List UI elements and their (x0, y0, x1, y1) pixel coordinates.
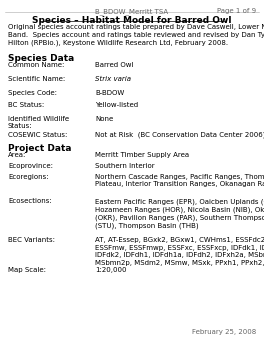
Text: Page 1 of 9: Page 1 of 9 (217, 8, 256, 14)
Text: Map Scale:: Map Scale: (8, 267, 46, 273)
Text: AT, AT-Essep, BGxk2, BGxw1, CWHms1, ESSFdc2, ESSFdcp,
ESSFmw, ESSFmwp, ESSFxc, E: AT, AT-Essep, BGxk2, BGxw1, CWHms1, ESSF… (95, 237, 264, 266)
Text: Scientific Name:: Scientific Name: (8, 76, 65, 83)
Text: COSEWIC Status:: COSEWIC Status: (8, 132, 67, 138)
Text: Eastern Pacific Ranges (EPR), Oaicben Uplands (GU),
Hozameen Ranges (HOR), Nicol: Eastern Pacific Ranges (EPR), Oaicben Up… (95, 198, 264, 229)
Text: Barred Owl: Barred Owl (95, 62, 134, 68)
Text: Ecosections:: Ecosections: (8, 198, 52, 205)
Text: Not at Risk  (BC Conservation Data Center 2006): Not at Risk (BC Conservation Data Center… (95, 132, 264, 138)
Text: Common Name:: Common Name: (8, 62, 64, 68)
Text: 1:20,000: 1:20,000 (95, 267, 126, 273)
Text: BEC Variants:: BEC Variants: (8, 237, 55, 243)
Text: Species – Habitat Model for Barred Owl: Species – Habitat Model for Barred Owl (32, 16, 232, 25)
Text: Species Code:: Species Code: (8, 90, 57, 96)
Text: Yellow-listed: Yellow-listed (95, 102, 138, 108)
Text: Merritt Timber Supply Area: Merritt Timber Supply Area (95, 152, 189, 159)
Text: B_BDOW_Merritt TSA: B_BDOW_Merritt TSA (96, 8, 168, 15)
Text: None: None (95, 116, 113, 122)
Text: Identified Wildlife
Status:: Identified Wildlife Status: (8, 116, 69, 130)
Text: Ecoregions:: Ecoregions: (8, 174, 49, 180)
Text: February 25, 2008: February 25, 2008 (192, 329, 256, 335)
Text: B-BDOW: B-BDOW (95, 90, 124, 96)
Text: Area:: Area: (8, 152, 26, 159)
Text: Species Data: Species Data (8, 54, 74, 62)
Text: BC Status:: BC Status: (8, 102, 44, 108)
Text: Southern Interior: Southern Interior (95, 163, 155, 169)
Text: Strix varia: Strix varia (95, 76, 131, 83)
Text: Ecoprovince:: Ecoprovince: (8, 163, 53, 169)
Text: Original species account ratings table prepared by Dave Caswell, Lower Nicola In: Original species account ratings table p… (8, 24, 264, 46)
Text: Northern Cascade Ranges, Pacific Ranges, Thompson-Okanagan
Plateau, Interior Tra: Northern Cascade Ranges, Pacific Ranges,… (95, 174, 264, 188)
Text: Project Data: Project Data (8, 144, 72, 153)
